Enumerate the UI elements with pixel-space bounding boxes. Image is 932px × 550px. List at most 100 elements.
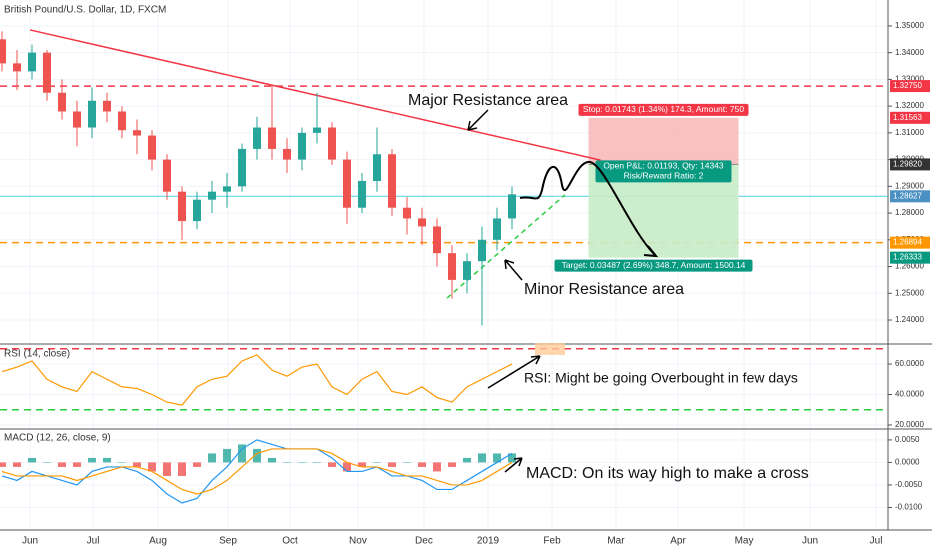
macd-histogram-bar [237,444,246,463]
macd-histogram-bar [297,462,306,463]
y-tick-label: 60.0000 [895,359,924,368]
y-tick-label: 1.31000 [895,128,924,137]
macd-histogram-bar [117,462,126,463]
candle-body [312,127,321,133]
macd-histogram-bar [42,462,51,463]
label-box [578,103,749,116]
rsi-title: RSI (14, close) [4,349,70,360]
macd-histogram-bar [312,462,321,463]
candle-body [27,52,36,72]
x-tick-label: 2019 [477,536,500,547]
candle-body [147,135,156,160]
candle-body [357,180,366,208]
trendline [446,194,566,299]
position-label: Stop: 0.01743 (1.34%) 174.3, Amount: 750 [583,104,744,114]
macd-histogram-bar [12,462,21,467]
x-tick-label: Sep [219,536,237,547]
stop-zone [588,117,739,165]
arrow [504,457,523,473]
y-tick-label: 40.0000 [895,390,924,399]
candle-body [57,92,66,112]
price-tag [890,190,930,203]
macd-line [1,448,513,495]
y-tick-label: 20.0000 [895,420,924,429]
macd-line [1,439,513,504]
macd-histogram-bar [492,453,501,463]
price-tag [890,236,930,249]
macd-histogram-bar [282,462,291,463]
x-tick-label: May [735,536,754,547]
price-tag-label: 1.26333 [893,253,922,262]
candle-body [0,39,6,64]
plot: Jun Jul Aug Sep Oct Nov Dec 2019 Feb Mar Apr May Jun… [0,21,930,547]
x-tick-label: Jul [87,536,100,547]
label-box [554,259,753,272]
macd-title: MACD (12, 26, close, 9) [4,433,111,444]
trendline [29,29,601,161]
candle-body [162,159,171,192]
candle-body [222,186,231,192]
price-tag [890,80,930,93]
candle-body [432,226,441,254]
label-box [595,160,732,183]
macd-histogram-bar [447,462,456,467]
x-tick-label: Jun [802,536,818,547]
y-tick-label: 1.33000 [895,75,924,84]
y-tick-label: 1.25000 [895,288,924,297]
macd-histogram-bar [357,462,366,467]
price-tag [890,251,930,264]
macd-histogram-bar [252,448,261,463]
candle-body [87,100,96,128]
candle-body [477,239,486,262]
arrow [487,355,541,389]
macd-histogram-bar [132,462,141,467]
candle-body [372,154,381,181]
candle-body [282,148,291,160]
macd-histogram-bar [207,453,216,463]
annotation: Major Resistance area [408,92,568,109]
macd-histogram-bar [372,462,381,463]
macd-histogram-bar [177,462,186,476]
arrow [504,259,523,281]
y-tick-label: 0.0000 [895,458,920,467]
rsi-line [1,354,513,406]
arrow-head [643,245,659,258]
y-tick-label: 1.26000 [895,262,924,271]
x-tick-label: Nov [349,536,367,547]
macd-histogram-bar [72,462,81,467]
x-tick-label: Mar [607,536,625,547]
x-tick-label: Dec [415,536,433,547]
y-tick-label: 1.34000 [895,48,924,57]
arrow [467,109,489,131]
price-tag-label: 1.31563 [893,113,922,122]
macd-histogram-bar [102,457,111,463]
macd-histogram-bar [477,453,486,463]
y-tick-label: 1.32000 [895,101,924,110]
y-tick-label: 1.24000 [895,315,924,324]
candle-body [492,218,501,240]
x-tick-label: Jun [22,536,38,547]
position-label: Target: 0.03487 (2.69%) 348.7, Amount: 1… [562,260,746,270]
candle-body [72,111,81,128]
candle-body [327,127,336,160]
candle-body [177,191,186,222]
candle-body [252,127,261,149]
macd-histogram-bar [222,448,231,463]
price-tag-label: 1.29820 [893,160,922,169]
macd-histogram-bar [507,453,516,463]
x-tick-label: Feb [543,536,561,547]
y-tick-label: -0.0100 [895,503,923,512]
candle-body [462,261,471,280]
price-tag-label: 1.28627 [893,191,922,200]
macd-histogram-bar [267,457,276,463]
macd-histogram-bar [417,462,426,467]
price-tag [890,158,930,171]
candle-body [132,130,141,136]
price-tag [890,111,930,124]
candle-body [342,159,351,208]
annotation: MACD: On its way high to make a cross [526,465,809,482]
macd-histogram-bar [162,462,171,476]
x-tick-label: Oct [282,536,298,547]
position-label: Open P&L: 0.01193, Qty: 14343 [603,161,724,171]
candle-body [297,132,306,160]
